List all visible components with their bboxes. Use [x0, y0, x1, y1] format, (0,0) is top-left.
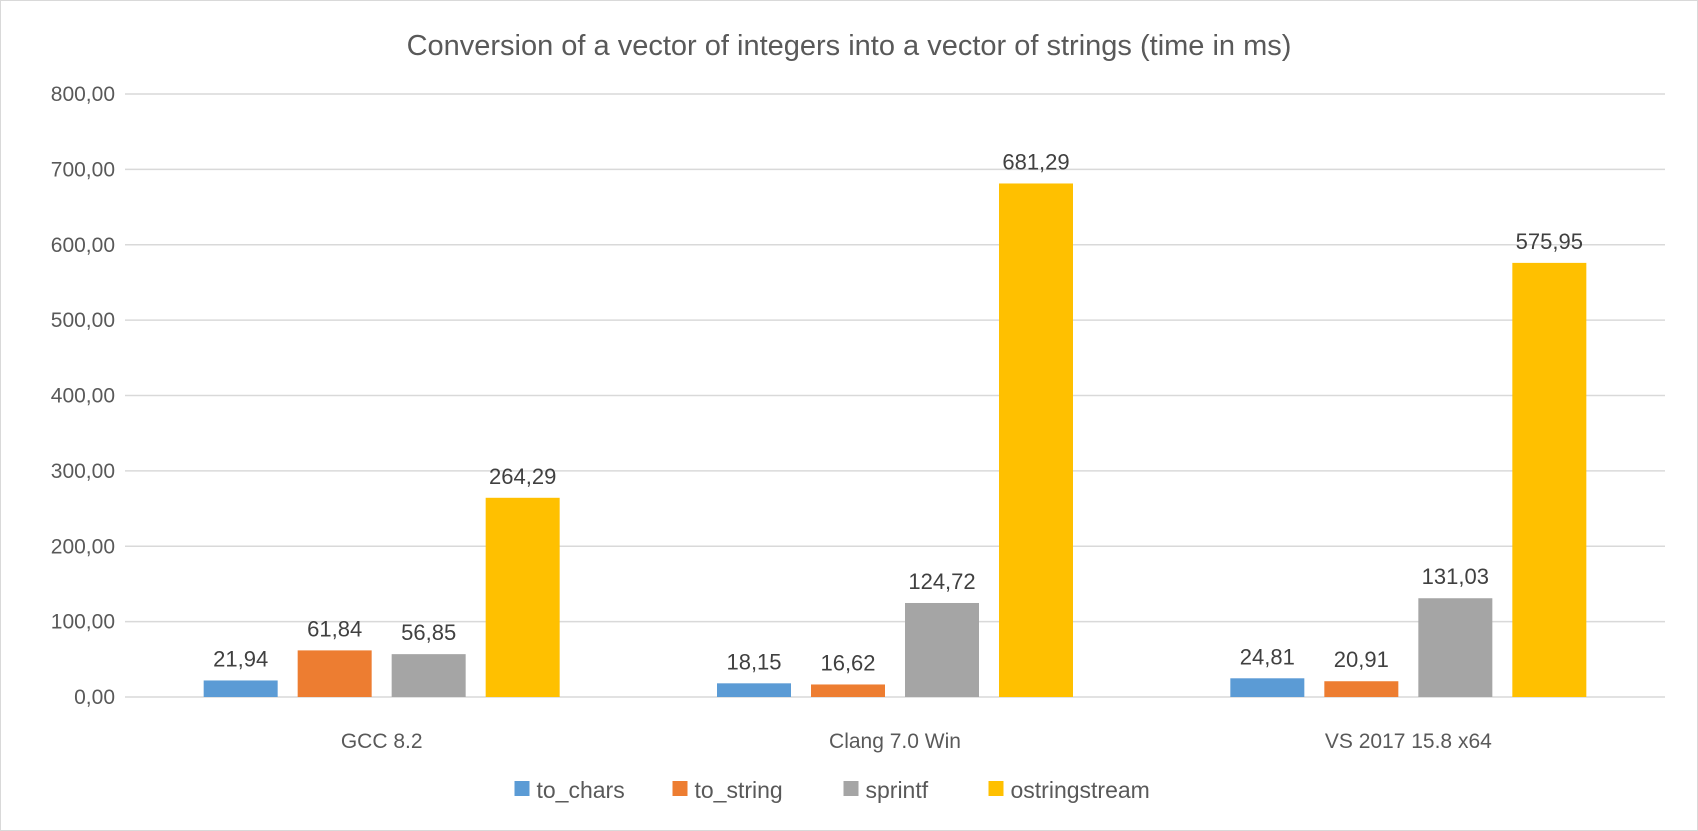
y-tick-label: 100,00: [51, 611, 115, 634]
bar-to_string: [297, 650, 372, 697]
legend-swatch-sprintf: [843, 781, 859, 796]
data-label: 18,15: [726, 649, 781, 674]
legend-swatch-ostringstream: [988, 781, 1004, 796]
y-tick-label: 800,00: [51, 83, 115, 106]
y-tick-label: 200,00: [51, 535, 115, 558]
x-tick-label: GCC 8.2: [341, 730, 423, 753]
y-tick-label: 400,00: [51, 385, 115, 408]
legend-swatch-to_string: [672, 781, 688, 796]
bar-to_string: [1324, 681, 1399, 697]
y-axis: 0,00 100,00 200,00 300,00 400,00 500,00 600,00…: [51, 83, 115, 709]
legend-label: ostringstream: [1011, 777, 1150, 803]
chart-title: Conversion of a vector of integers into …: [407, 30, 1292, 62]
data-label: 24,81: [1240, 644, 1295, 669]
data-label: 61,84: [307, 616, 362, 641]
bar-to_chars: [717, 683, 791, 697]
data-label: 131,03: [1422, 564, 1489, 589]
x-tick-label: VS 2017 15.8 x64: [1325, 730, 1492, 753]
bar-ostringstream: [485, 497, 560, 697]
x-tick-label: Clang 7.0 Win: [829, 730, 961, 753]
legend-swatch-to_chars: [514, 781, 530, 796]
data-label: 124,72: [908, 569, 975, 594]
bar-to_string: [811, 684, 885, 697]
data-label: 575,95: [1516, 229, 1583, 254]
legend-label: to_chars: [537, 777, 625, 803]
data-label: 681,29: [1002, 149, 1069, 174]
x-axis: GCC 8.2 Clang 7.0 Win VS 2017 15.8 x64: [341, 730, 1492, 753]
y-tick-label: 700,00: [51, 158, 115, 181]
y-tick-label: 300,00: [51, 460, 115, 483]
bar-sprintf: [1418, 598, 1493, 697]
bar-to_chars: [203, 680, 278, 697]
legend: to_chars to_string sprintf ostringstream: [514, 777, 1150, 803]
data-label: 21,94: [213, 646, 268, 671]
bar-to_chars: [1230, 678, 1305, 697]
bar-ostringstream: [999, 183, 1073, 697]
bars: 21,94 61,84 56,85 264,29 18,15 16,62 124,72 681…: [203, 149, 1587, 697]
data-label: 16,62: [820, 650, 875, 675]
bar-sprintf: [905, 602, 979, 697]
data-label: 20,91: [1334, 647, 1389, 672]
legend-label: sprintf: [866, 777, 929, 803]
y-tick-label: 0,00: [74, 686, 115, 709]
gridlines: [125, 93, 1665, 698]
data-label: 56,85: [401, 620, 456, 645]
y-tick-label: 500,00: [51, 309, 115, 332]
data-label: 264,29: [489, 464, 556, 489]
bar-ostringstream: [1512, 262, 1587, 697]
y-tick-label: 600,00: [51, 234, 115, 257]
bar-sprintf: [391, 654, 466, 697]
legend-label: to_string: [695, 777, 783, 803]
